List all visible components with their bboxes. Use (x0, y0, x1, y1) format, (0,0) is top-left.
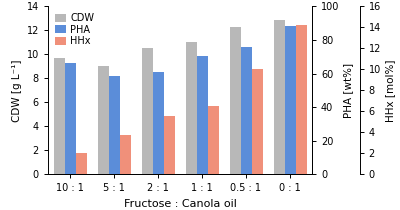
Y-axis label: PHA [wt%]: PHA [wt%] (344, 63, 354, 118)
Bar (230, 27, 240, 174)
Y-axis label: CDW [g L⁻¹]: CDW [g L⁻¹] (12, 59, 22, 122)
X-axis label: Fructose : Canola oil: Fructose : Canola oil (124, 199, 236, 209)
Bar (76, 153, 86, 174)
Bar (120, 135, 130, 174)
Y-axis label: HHx [mol%]: HHx [mol%] (385, 59, 395, 122)
Bar (142, 48, 152, 174)
Bar (296, 25, 306, 174)
Bar (108, 76, 120, 174)
Bar (164, 116, 174, 174)
Legend: CDW, PHA, HHx: CDW, PHA, HHx (53, 11, 96, 48)
Bar (284, 26, 296, 174)
Bar (186, 42, 196, 174)
Bar (64, 63, 76, 174)
Bar (152, 72, 164, 174)
Bar (274, 20, 284, 174)
Bar (98, 66, 108, 174)
Bar (196, 55, 208, 174)
Bar (252, 69, 262, 174)
Bar (54, 58, 64, 174)
Bar (208, 105, 218, 174)
Bar (240, 46, 252, 174)
